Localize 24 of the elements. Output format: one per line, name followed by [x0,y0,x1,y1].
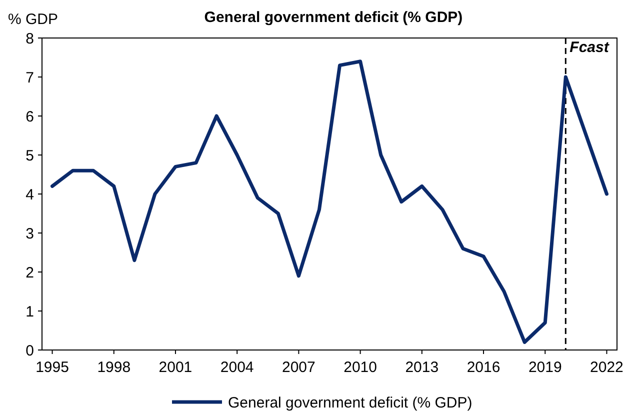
x-tick-label: 2007 [282,359,316,376]
y-tick-label: 2 [26,264,34,282]
y-axis-title: % GDP [8,11,58,28]
x-tick-label: 1998 [97,359,131,376]
y-tick-label: 4 [26,186,34,204]
x-tick-label: 2001 [158,359,192,376]
y-tick-label: 3 [26,225,34,242]
x-tick-label: 2004 [220,359,254,376]
x-tick-label: 2010 [344,359,377,376]
y-tick-label: 0 [26,342,34,360]
line-series [50,60,608,344]
y-tick-label: 1 [26,303,34,320]
x-tick-label: 2019 [528,359,562,376]
x-tick-label: 2013 [405,359,439,376]
ref-line-label: Fcast [570,39,610,56]
x-tick-label: 2016 [466,359,500,376]
y-tick-label: 8 [26,30,34,48]
x-tick-label: 2022 [590,359,624,376]
chart-title: General government deficit (% GDP) [204,9,463,26]
x-tick-label: 1995 [36,359,69,376]
legend-label: General government deficit (% GDP) [228,394,472,412]
y-tick-label: 7 [26,69,34,86]
y-tick-label: 5 [26,147,34,164]
y-tick-label: 6 [26,108,34,126]
